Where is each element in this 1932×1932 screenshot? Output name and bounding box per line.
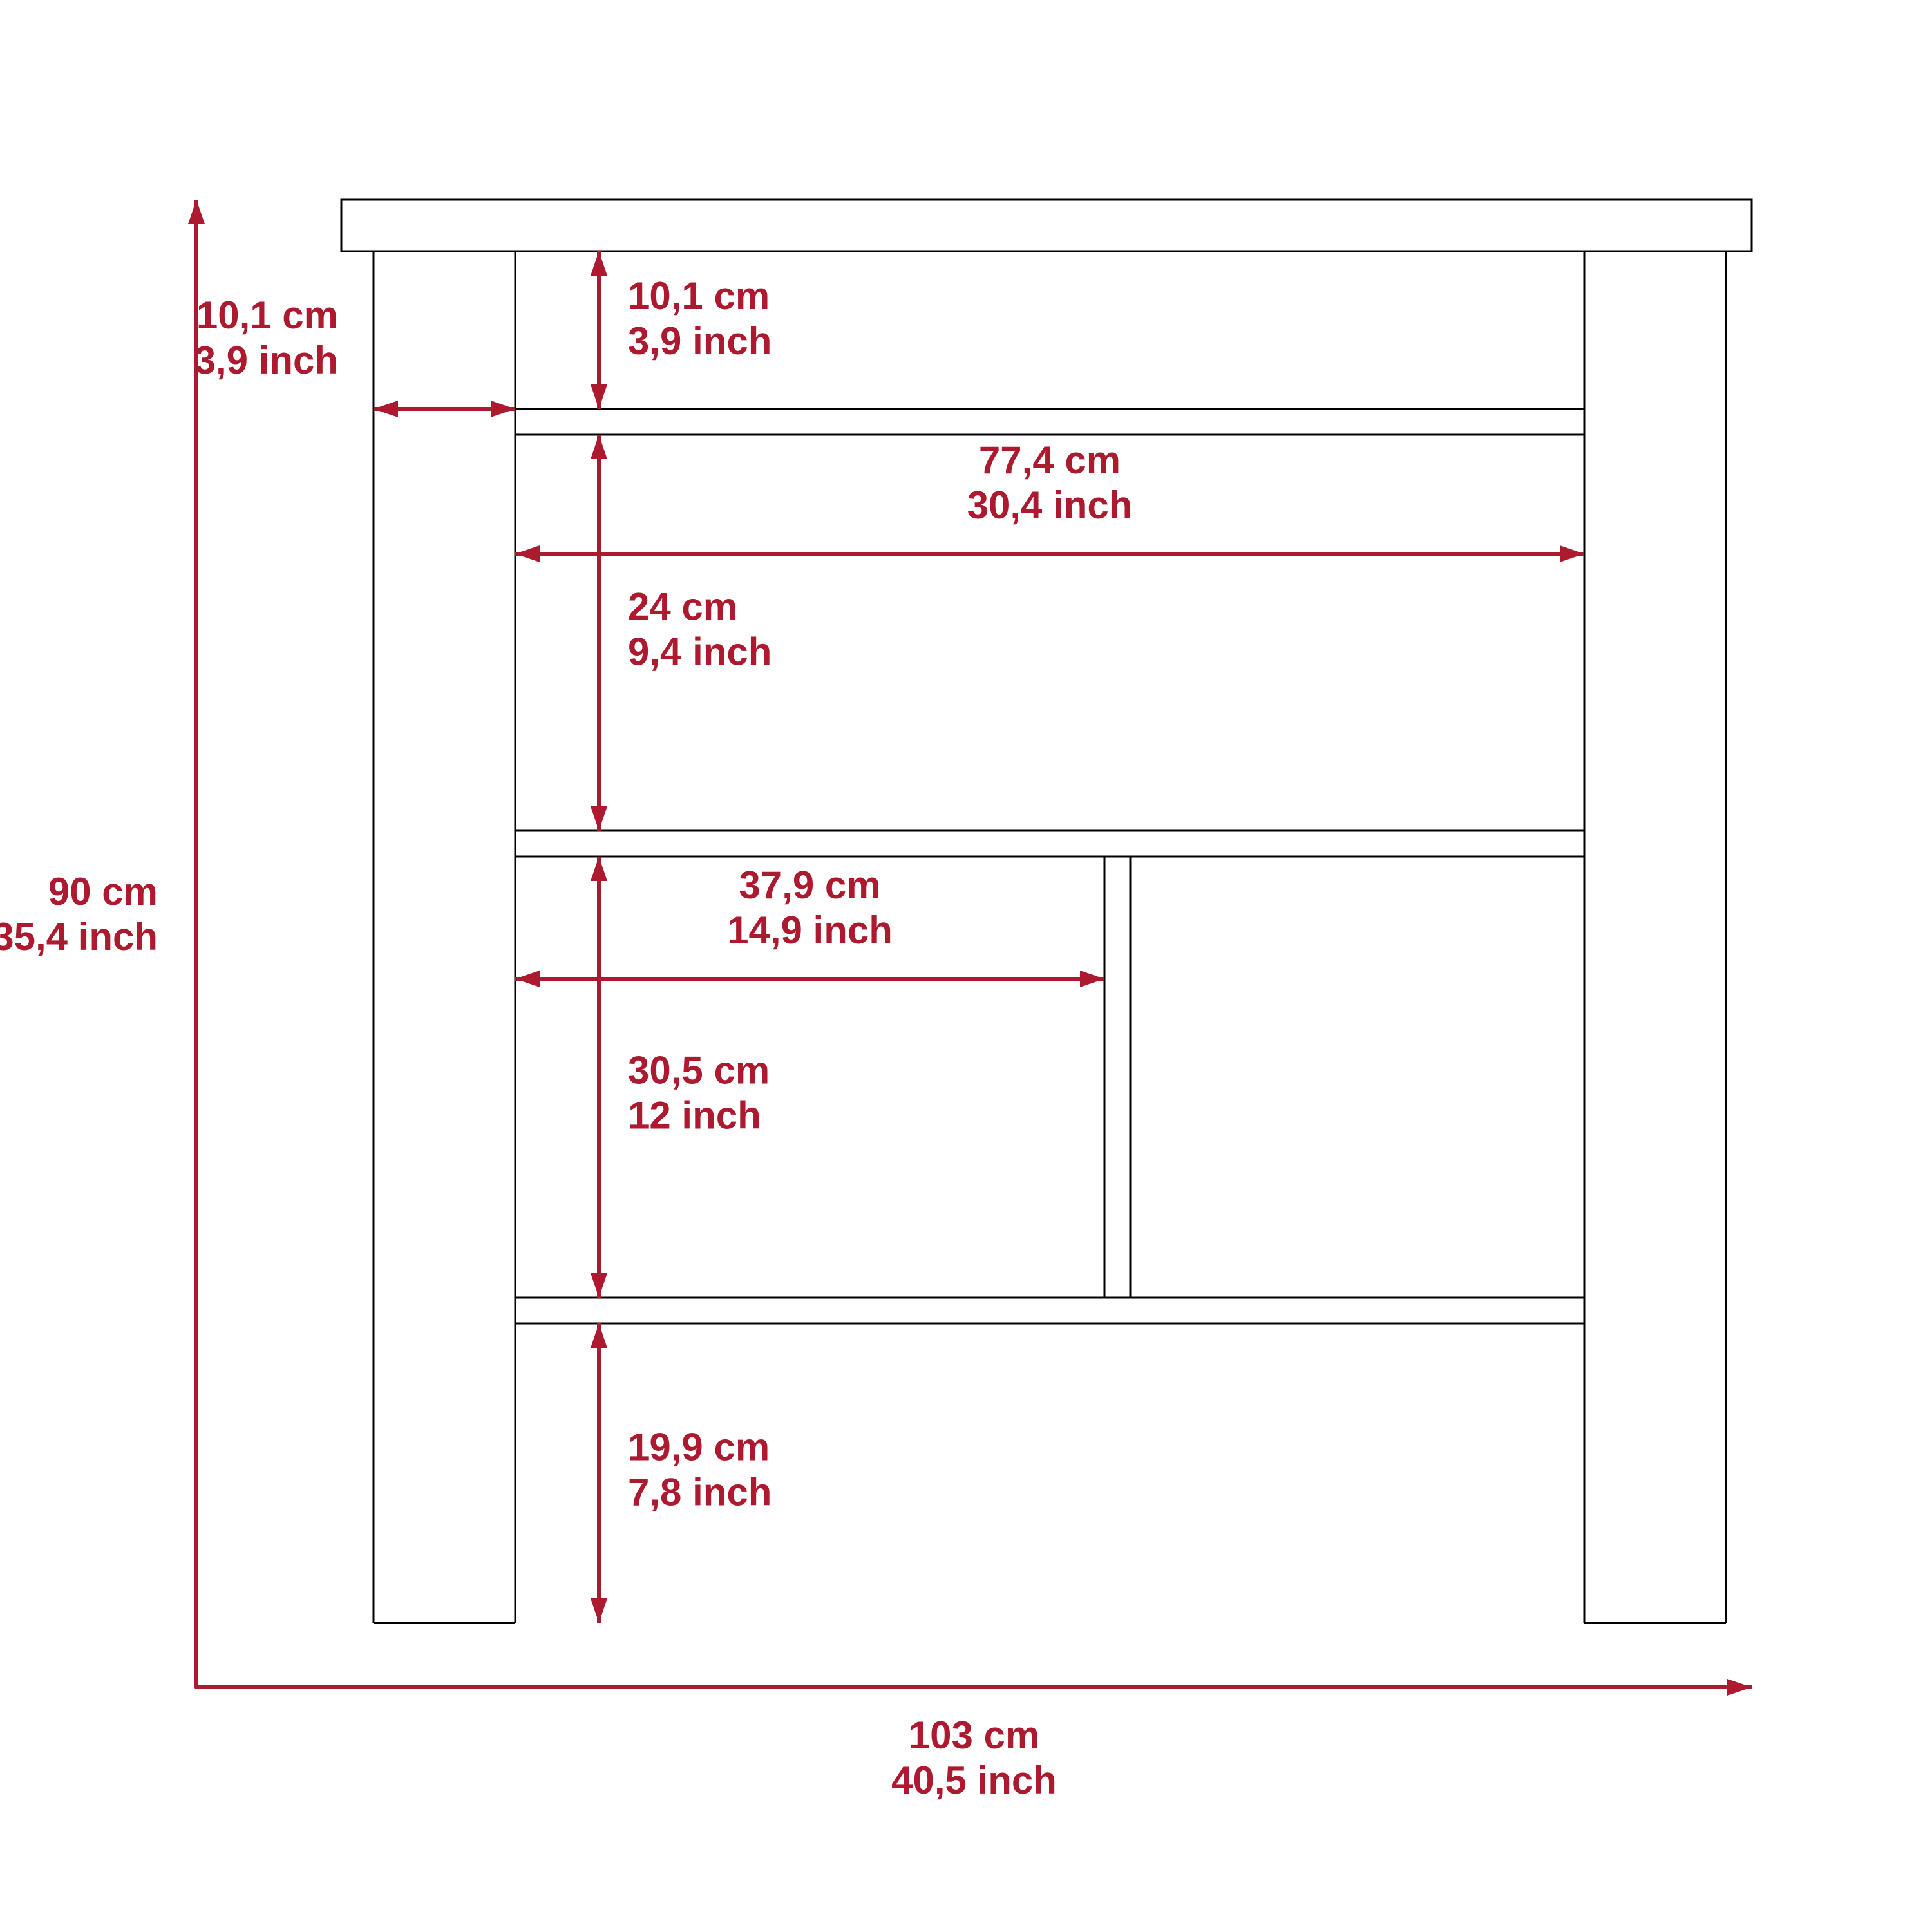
svg-text:37,9 cm: 37,9 cm xyxy=(739,864,880,907)
svg-text:7,8 inch: 7,8 inch xyxy=(628,1471,772,1514)
svg-text:24 cm: 24 cm xyxy=(628,585,737,629)
svg-text:30,5 cm: 30,5 cm xyxy=(628,1049,770,1092)
label-floor-gap: 19,9 cm7,8 inch xyxy=(628,1426,772,1514)
svg-text:77,4 cm: 77,4 cm xyxy=(979,439,1121,482)
label-lower-opening: 30,5 cm12 inch xyxy=(628,1049,770,1137)
dimension-diagram: 90 cm35,4 inch103 cm40,5 inch10,1 cm3,9 … xyxy=(0,0,1932,1932)
svg-text:3,9 inch: 3,9 inch xyxy=(194,339,338,382)
label-top-gap: 10,1 cm3,9 inch xyxy=(628,274,772,363)
svg-text:9,4 inch: 9,4 inch xyxy=(628,630,772,674)
svg-text:90 cm: 90 cm xyxy=(48,870,158,913)
label-overall-height: 90 cm35,4 inch xyxy=(0,870,158,958)
svg-text:10,1 cm: 10,1 cm xyxy=(628,274,770,317)
svg-text:103 cm: 103 cm xyxy=(909,1714,1040,1757)
svg-text:30,4 inch: 30,4 inch xyxy=(967,484,1133,527)
label-leg-width: 10,1 cm3,9 inch xyxy=(194,294,338,382)
svg-text:14,9 inch: 14,9 inch xyxy=(727,909,893,952)
svg-text:35,4 inch: 35,4 inch xyxy=(0,915,158,958)
svg-text:19,9 cm: 19,9 cm xyxy=(628,1426,770,1469)
svg-text:12 inch: 12 inch xyxy=(628,1094,761,1137)
label-overall-width: 103 cm40,5 inch xyxy=(891,1714,1057,1802)
label-half-width: 37,9 cm14,9 inch xyxy=(727,864,893,952)
svg-text:10,1 cm: 10,1 cm xyxy=(196,294,338,337)
svg-text:40,5 inch: 40,5 inch xyxy=(891,1759,1057,1802)
label-inner-width: 77,4 cm30,4 inch xyxy=(967,439,1133,527)
svg-text:3,9 inch: 3,9 inch xyxy=(628,319,772,363)
label-upper-opening: 24 cm9,4 inch xyxy=(628,585,772,674)
